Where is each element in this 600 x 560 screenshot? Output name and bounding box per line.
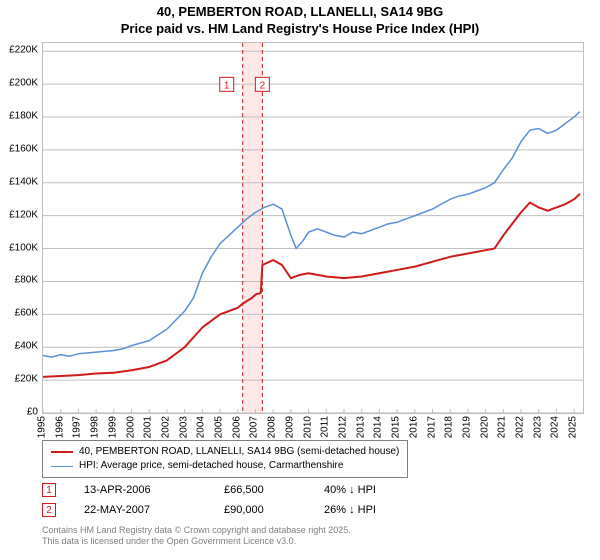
x-tick-label: 2000 [125,416,136,438]
x-tick-label: 1996 [54,416,65,438]
x-tick-label: 1999 [107,416,118,438]
x-tick-label: 2001 [143,416,154,438]
footer: Contains HM Land Registry data © Crown c… [42,525,351,548]
plot-area: 12 [42,42,584,414]
svg-text:1: 1 [224,80,230,91]
x-tick-label: 2016 [408,416,419,438]
x-tick-label: 2019 [461,416,472,438]
legend-item-hpi: HPI: Average price, semi-detached house,… [51,459,399,473]
legend: 40, PEMBERTON ROAD, LLANELLI, SA14 9BG (… [42,440,408,478]
x-tick-label: 2004 [196,416,207,438]
title-line-2: Price paid vs. HM Land Registry's House … [121,21,480,36]
legend-label-property: 40, PEMBERTON ROAD, LLANELLI, SA14 9BG (… [79,445,399,459]
title-line-1: 40, PEMBERTON ROAD, LLANELLI, SA14 9BG [157,4,444,19]
x-tick-label: 1997 [72,416,83,438]
transaction-pct-2: 26% ↓ HPI [324,504,464,516]
x-tick-label: 1998 [90,416,101,438]
y-tick-label: £160K [9,143,38,154]
transaction-price-1: £66,500 [224,484,324,496]
y-tick-label: £60K [15,308,38,319]
x-tick-label: 2015 [391,416,402,438]
x-tick-label: 2021 [497,416,508,438]
x-tick-label: 2009 [284,416,295,438]
y-tick-label: £100K [9,242,38,253]
transaction-row-1: 1 13-APR-2006 £66,500 40% ↓ HPI [42,480,464,500]
y-tick-label: £120K [9,209,38,220]
transaction-date-2: 22-MAY-2007 [84,504,224,516]
footer-line-1: Contains HM Land Registry data © Crown c… [42,525,351,535]
transaction-pct-1: 40% ↓ HPI [324,484,464,496]
x-tick-label: 2017 [426,416,437,438]
legend-label-hpi: HPI: Average price, semi-detached house,… [79,459,343,473]
y-tick-label: £80K [15,275,38,286]
x-tick-label: 1995 [37,416,48,438]
x-tick-label: 2007 [249,416,260,438]
y-tick-label: £220K [9,45,38,56]
x-tick-label: 2006 [231,416,242,438]
x-tick-label: 2003 [178,416,189,438]
chart-container: 40, PEMBERTON ROAD, LLANELLI, SA14 9BG P… [0,0,600,560]
x-tick-label: 2024 [550,416,561,438]
footer-line-2: This data is licensed under the Open Gov… [42,536,296,546]
chart-svg: 12 [43,43,583,413]
x-tick-label: 2014 [373,416,384,438]
y-tick-label: £200K [9,78,38,89]
chart-title: 40, PEMBERTON ROAD, LLANELLI, SA14 9BG P… [0,0,600,38]
svg-text:2: 2 [260,80,266,91]
x-tick-label: 2013 [355,416,366,438]
legend-swatch-property [51,451,73,453]
transactions-table: 1 13-APR-2006 £66,500 40% ↓ HPI 2 22-MAY… [42,480,464,520]
y-tick-label: £20K [15,374,38,385]
x-tick-label: 2023 [532,416,543,438]
transaction-marker-1: 1 [42,483,56,497]
y-tick-label: £40K [15,341,38,352]
x-tick-label: 2022 [515,416,526,438]
y-tick-label: £140K [9,176,38,187]
x-tick-label: 2008 [267,416,278,438]
legend-swatch-hpi [51,466,73,467]
transaction-date-1: 13-APR-2006 [84,484,224,496]
y-tick-label: £180K [9,111,38,122]
x-tick-label: 2010 [302,416,313,438]
x-tick-label: 2020 [479,416,490,438]
x-tick-label: 2025 [568,416,579,438]
x-tick-label: 2002 [160,416,171,438]
transaction-row-2: 2 22-MAY-2007 £90,000 26% ↓ HPI [42,500,464,520]
transaction-price-2: £90,000 [224,504,324,516]
x-tick-label: 2011 [320,416,331,438]
transaction-marker-2: 2 [42,503,56,517]
x-tick-label: 2018 [444,416,455,438]
x-tick-label: 2012 [337,416,348,438]
x-tick-label: 2005 [214,416,225,438]
legend-item-property: 40, PEMBERTON ROAD, LLANELLI, SA14 9BG (… [51,445,399,459]
